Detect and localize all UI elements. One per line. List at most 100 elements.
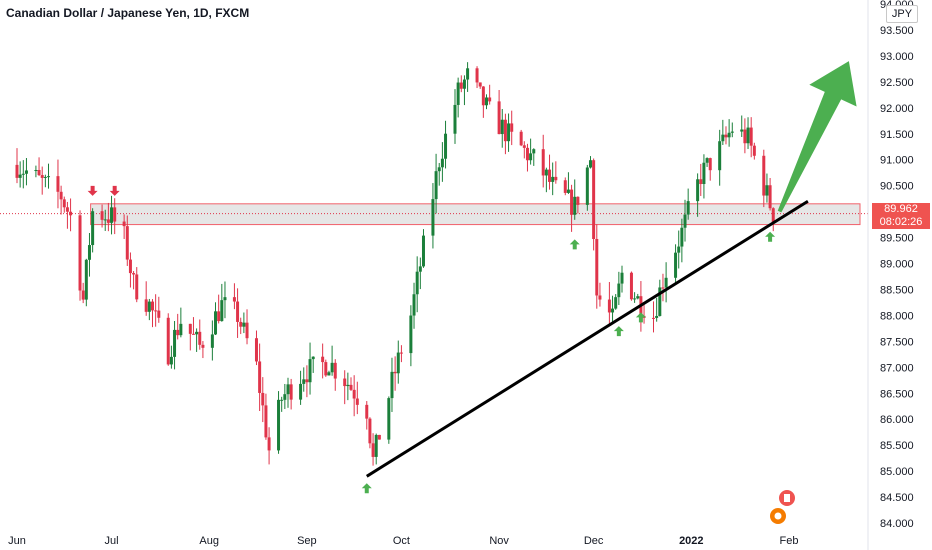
candle-body [677, 246, 681, 253]
candle-body [261, 392, 265, 406]
candle-body [563, 180, 567, 193]
candle-body [636, 296, 640, 299]
candle-body [497, 101, 501, 135]
candle-body [330, 362, 334, 373]
candle-body [661, 287, 665, 289]
candle-body [113, 207, 117, 222]
candle-body [169, 356, 173, 365]
candle-body [629, 272, 633, 300]
candle-body [220, 300, 224, 322]
candle-body [440, 158, 444, 168]
candle-body [371, 443, 375, 457]
candle-body [277, 399, 281, 451]
candle-body [47, 176, 51, 178]
candle-body [232, 297, 236, 302]
japan-flag-icon-center [774, 512, 782, 520]
candle-body [125, 226, 129, 260]
candle-body [24, 170, 28, 174]
candle-body [768, 185, 772, 209]
candle-body [488, 97, 492, 102]
candle-body [56, 176, 60, 192]
price-tick-label: 84.500 [880, 492, 914, 504]
candle-body [258, 361, 262, 393]
candle-body [324, 362, 328, 376]
candle-body [399, 352, 403, 354]
candle-body [122, 221, 126, 227]
candle-body [198, 331, 202, 345]
candle-body [201, 344, 205, 348]
candle-body [453, 104, 457, 134]
candle-body [437, 167, 441, 172]
candle-body [415, 271, 419, 295]
candle-body [154, 310, 158, 312]
candle-body [217, 311, 221, 322]
time-axis[interactable]: Jun Jul Aug Sep Oct Nov Dec 2022 Feb [8, 535, 798, 547]
price-tick-label: 85.000 [880, 466, 914, 478]
candle-body [59, 191, 63, 200]
price-tick-label: 93.500 [880, 25, 914, 37]
candle-body [522, 145, 526, 148]
candle-body [321, 356, 325, 363]
bullish-projection-arrow [777, 61, 857, 213]
candle-body [588, 160, 592, 168]
candle-body [286, 384, 290, 395]
projection-arrow-layer [777, 61, 857, 213]
candle-body [658, 287, 662, 316]
candle-body [302, 379, 306, 384]
down-arrow-marker [87, 185, 98, 196]
candle-body [91, 211, 95, 246]
candle-body [191, 333, 195, 335]
price-axis[interactable]: 94.00093.50093.00092.50092.00091.50091.0… [867, 0, 914, 550]
time-tick-label: Jun [8, 535, 26, 547]
candle-body [150, 301, 154, 311]
candle-body [519, 131, 523, 146]
time-tick-label: Sep [297, 535, 317, 547]
candle-body [459, 82, 463, 89]
candle-body [365, 404, 369, 419]
candles-layer [15, 62, 775, 466]
candle-body [87, 245, 91, 260]
candle-body [752, 145, 756, 156]
price-tick-label: 91.000 [880, 155, 914, 167]
candle-body [374, 434, 378, 457]
candle-body [686, 201, 690, 215]
price-tick-label: 90.500 [880, 181, 914, 193]
candle-body [721, 134, 725, 142]
candle-body [176, 329, 180, 336]
candle-body [500, 119, 504, 135]
candle-body [611, 308, 615, 313]
currency-badge[interactable]: JPY [886, 5, 918, 23]
candle-body [529, 153, 533, 161]
candle-body [699, 179, 703, 185]
candle-body [727, 132, 731, 138]
candle-body [65, 207, 69, 212]
candle-body [702, 162, 706, 185]
candle-body [456, 82, 460, 105]
candle-body [576, 196, 580, 205]
price-tick-label: 89.000 [880, 259, 914, 271]
logo-layer [770, 490, 795, 524]
candle-body [409, 315, 413, 354]
candle-body [554, 176, 558, 181]
candle-body [444, 133, 448, 159]
candle-body [352, 389, 356, 399]
candle-body [664, 277, 668, 288]
candle-body [62, 199, 66, 208]
candle-body [765, 185, 769, 196]
price-tick-label: 88.500 [880, 284, 914, 296]
resistance-zone-layer [0, 203, 868, 226]
candle-body [592, 160, 596, 239]
last-price-value: 89.962 [884, 203, 918, 215]
up-arrow-marker [569, 239, 580, 250]
time-tick-label: Nov [489, 535, 509, 547]
candle-countdown: 08:02:26 [879, 216, 923, 228]
time-tick-label: 2022 [679, 535, 703, 547]
candle-body [210, 334, 214, 348]
candle-body [674, 252, 678, 278]
price-tick-label: 87.000 [880, 362, 914, 374]
candle-body [598, 295, 602, 300]
price-tick-label: 88.000 [880, 310, 914, 322]
candle-body [718, 141, 722, 171]
candle-body [396, 352, 400, 374]
